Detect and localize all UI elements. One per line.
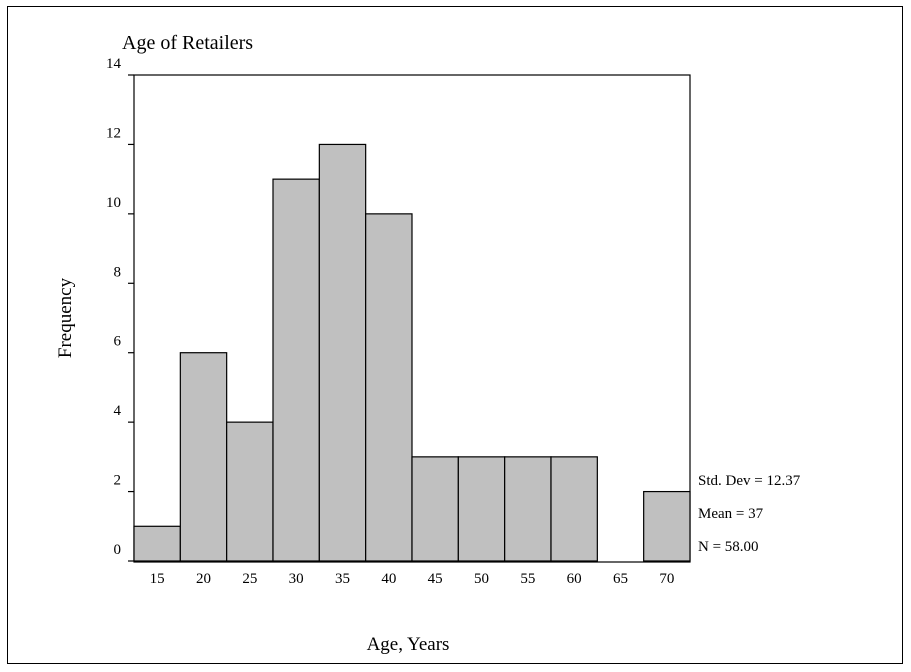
x-tick-label-70: 70 [659,571,674,587]
y-tick-label-14: 14 [106,56,122,72]
bar-30 [272,178,320,562]
x-tick-label-60: 60 [567,571,582,587]
stat-mean: Mean = 37 [698,506,764,522]
bar-60 [550,456,598,562]
x-tick-label-15: 15 [150,571,165,587]
y-tick-label-4: 4 [114,403,122,419]
x-tick-label-40: 40 [381,571,396,587]
y-tick-label-2: 2 [114,473,122,489]
y-tick-label-10: 10 [106,195,121,211]
bar-40 [365,213,413,562]
x-tick-label-35: 35 [335,571,350,587]
plot-area [133,74,691,563]
x-tick-label-65: 65 [613,571,628,587]
x-axis-label: Age, Years [367,634,450,655]
x-tick-label-30: 30 [289,571,304,587]
stat-std-dev: Std. Dev = 12.37 [698,473,801,489]
y-axis-label: Frequency [55,277,76,358]
y-tick-label-12: 12 [106,125,121,141]
bar-70 [643,490,691,562]
bar-35 [318,143,367,562]
chart-title: Age of Retailers [122,32,253,54]
y-tick-label-0: 0 [114,542,122,558]
x-tick-label-55: 55 [520,571,535,587]
x-tick-label-45: 45 [428,571,443,587]
x-tick-label-50: 50 [474,571,489,587]
x-tick-label-20: 20 [196,571,211,587]
bar-25 [226,421,274,562]
x-tick-label-25: 25 [242,571,257,587]
x-ticks-group: 15 20 25 30 35 40 45 50 55 60 65 70 [150,571,675,587]
y-tick-label-6: 6 [114,334,122,350]
stat-n: N = 58.00 [698,539,759,555]
bar-50 [457,456,506,562]
bars-group [133,143,691,562]
y-ticks-group: 0 2 4 6 8 10 12 14 [106,56,134,562]
y-tick-label-8: 8 [114,264,122,280]
bar-20 [179,352,228,562]
bar-45 [411,456,459,562]
bar-15 [133,525,181,562]
bar-55 [504,456,552,562]
